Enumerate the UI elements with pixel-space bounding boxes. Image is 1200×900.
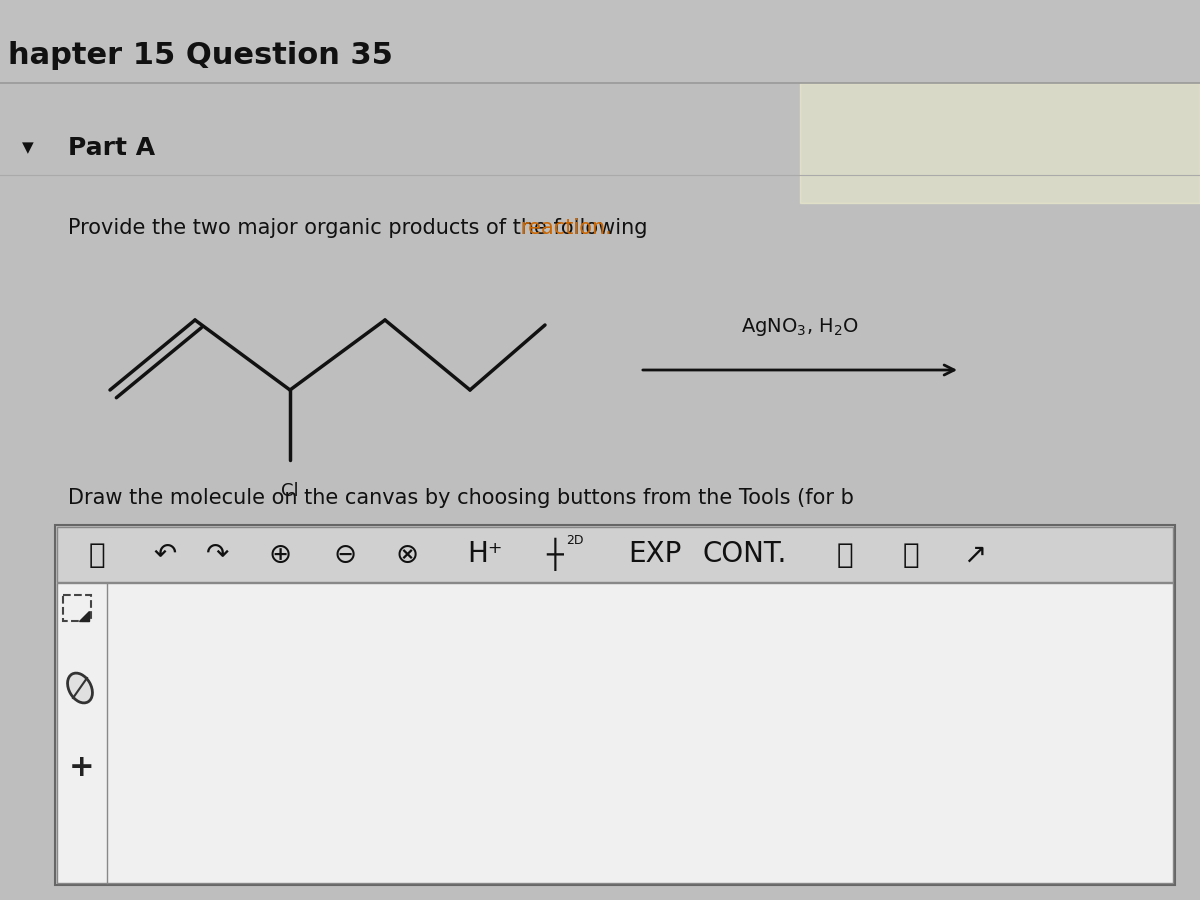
- Bar: [64, 595, 91, 621]
- Text: Provide the two major organic products of the following: Provide the two major organic products o…: [68, 218, 654, 238]
- Text: ↷: ↷: [206, 541, 229, 569]
- Text: hapter 15 Question 35: hapter 15 Question 35: [8, 41, 392, 70]
- Text: ⊕: ⊕: [269, 541, 292, 569]
- Text: reaction.: reaction.: [521, 218, 612, 238]
- Bar: [58, 583, 1174, 883]
- Text: ↶: ↶: [154, 541, 176, 569]
- Text: EXP: EXP: [629, 541, 682, 569]
- Polygon shape: [79, 611, 89, 621]
- Text: AgNO$_3$, H$_2$O: AgNO$_3$, H$_2$O: [742, 316, 859, 338]
- Text: ↗: ↗: [964, 541, 986, 569]
- Text: Draw the molecule on the canvas by choosing buttons from the Tools (for b: Draw the molecule on the canvas by choos…: [68, 488, 854, 508]
- Bar: [800, 83, 1200, 203]
- Text: Cl: Cl: [281, 482, 299, 500]
- Ellipse shape: [67, 673, 92, 703]
- Text: H⁺: H⁺: [467, 541, 503, 569]
- Text: ❓: ❓: [902, 541, 919, 569]
- Text: CONT.: CONT.: [703, 541, 787, 569]
- Text: ⎙: ⎙: [89, 541, 106, 569]
- Text: ┼: ┼: [547, 538, 563, 572]
- Text: ⊖: ⊖: [334, 541, 356, 569]
- Bar: [0, 0, 1200, 18]
- Text: Part A: Part A: [68, 136, 155, 160]
- Bar: [55, 525, 1175, 885]
- Text: 2D: 2D: [566, 534, 583, 547]
- Bar: [58, 527, 1174, 582]
- Bar: [0, 18, 1200, 83]
- Text: ⊗: ⊗: [395, 541, 419, 569]
- Text: ▼: ▼: [22, 140, 34, 156]
- Text: +: +: [70, 753, 95, 782]
- Text: ⓘ: ⓘ: [836, 541, 853, 569]
